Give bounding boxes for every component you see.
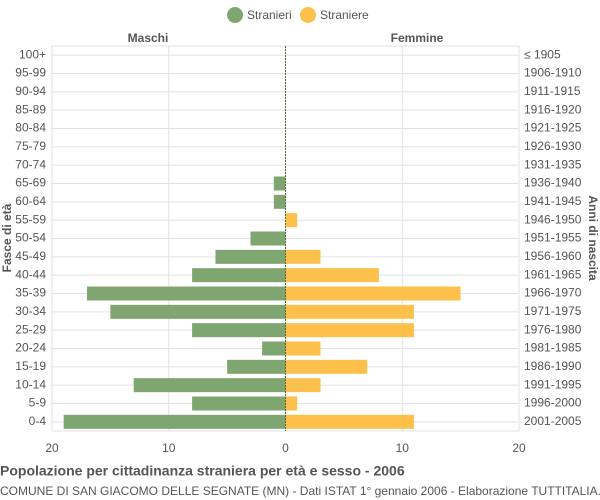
bar: [285, 414, 414, 429]
y2-tick-label: 1976-1980: [524, 322, 582, 336]
y-tick-label: 0-4: [29, 414, 47, 428]
y2-tick-label: 1941-1945: [524, 194, 582, 208]
y2-tick-label: 1971-1975: [524, 304, 582, 318]
x-tick-label: 20: [45, 441, 59, 455]
right-label: Femmine: [391, 31, 444, 45]
y2-tick-label: 1956-1960: [524, 249, 582, 263]
y2-tick-label: 1966-1970: [524, 286, 582, 300]
y2-tick-label: 1911-1915: [524, 84, 581, 98]
bar: [285, 286, 461, 301]
bar: [285, 341, 321, 356]
y2-tick-label: 1981-1985: [524, 341, 582, 355]
legend-label: Stranieri: [247, 8, 292, 22]
y-tick-label: 20-24: [15, 341, 46, 355]
y-tick-label: 15-19: [15, 359, 46, 373]
bar: [285, 268, 379, 283]
chart-title: Popolazione per cittadinanza straniera p…: [0, 463, 405, 479]
bar: [285, 304, 414, 319]
y2-tick-label: 1921-1925: [524, 121, 582, 135]
bar: [273, 194, 286, 209]
bar: [285, 249, 321, 264]
y2-tick-label: 1951-1955: [524, 231, 582, 245]
bar: [273, 176, 286, 191]
bar: [215, 249, 286, 264]
bar: [192, 396, 286, 411]
x-tick-label: 20: [512, 441, 526, 455]
y2-tick-label: 1926-1930: [524, 139, 582, 153]
y2-tick-label: 1946-1950: [524, 212, 582, 226]
y-tick-label: 35-39: [15, 286, 46, 300]
bar: [192, 268, 286, 283]
bar: [87, 286, 286, 301]
bar: [285, 378, 321, 393]
x-tick-label: 10: [396, 441, 410, 455]
y-tick-label: 95-99: [15, 66, 46, 80]
bar: [250, 231, 286, 246]
bar: [192, 323, 286, 338]
y-axis-title: Fasce di età: [0, 203, 14, 272]
y-tick-label: 45-49: [15, 249, 46, 263]
y-tick-label: 80-84: [15, 121, 46, 135]
bar: [285, 213, 298, 228]
bar: [285, 396, 298, 411]
left-label: Maschi: [128, 31, 169, 45]
bar: [133, 378, 286, 393]
y-tick-label: 30-34: [15, 304, 46, 318]
legend-label: Straniere: [320, 8, 369, 22]
bar: [285, 359, 368, 374]
y-tick-label: 50-54: [15, 231, 46, 245]
bar: [110, 304, 286, 319]
y2-tick-label: ≤ 1905: [524, 47, 561, 61]
y2-tick-label: 1986-1990: [524, 359, 582, 373]
chart-subtitle: COMUNE DI SAN GIACOMO DELLE SEGNATE (MN)…: [0, 484, 600, 498]
y-tick-label: 60-64: [15, 194, 46, 208]
y2-tick-label: 2001-2005: [524, 414, 582, 428]
y-tick-label: 85-89: [15, 102, 46, 116]
y-tick-label: 70-74: [15, 157, 46, 171]
y-tick-label: 65-69: [15, 176, 46, 190]
y-tick-label: 40-44: [15, 267, 46, 281]
y2-tick-label: 1991-1995: [524, 377, 582, 391]
legend-swatch: [300, 7, 316, 23]
y-tick-label: 25-29: [15, 322, 46, 336]
y2-tick-label: 1906-1910: [524, 66, 582, 80]
x-tick-label: 0: [282, 441, 289, 455]
y2-tick-label: 1961-1965: [524, 267, 582, 281]
y2-tick-label: 1936-1940: [524, 176, 582, 190]
y-tick-label: 10-14: [15, 377, 46, 391]
bar: [285, 323, 414, 338]
y2-axis-title: Anni di nascita: [586, 195, 600, 281]
bar: [63, 414, 286, 429]
y2-tick-label: 1916-1920: [524, 102, 582, 116]
legend-swatch: [227, 7, 243, 23]
bar: [262, 341, 286, 356]
y-tick-label: 90-94: [15, 84, 46, 98]
y2-tick-label: 1996-2000: [524, 396, 582, 410]
y-tick-label: 5-9: [29, 396, 47, 410]
y-tick-label: 75-79: [15, 139, 46, 153]
y-tick-label: 100+: [19, 47, 46, 61]
bar: [227, 359, 286, 374]
y-tick-label: 55-59: [15, 212, 46, 226]
x-tick-label: 10: [162, 441, 176, 455]
y2-tick-label: 1931-1935: [524, 157, 582, 171]
